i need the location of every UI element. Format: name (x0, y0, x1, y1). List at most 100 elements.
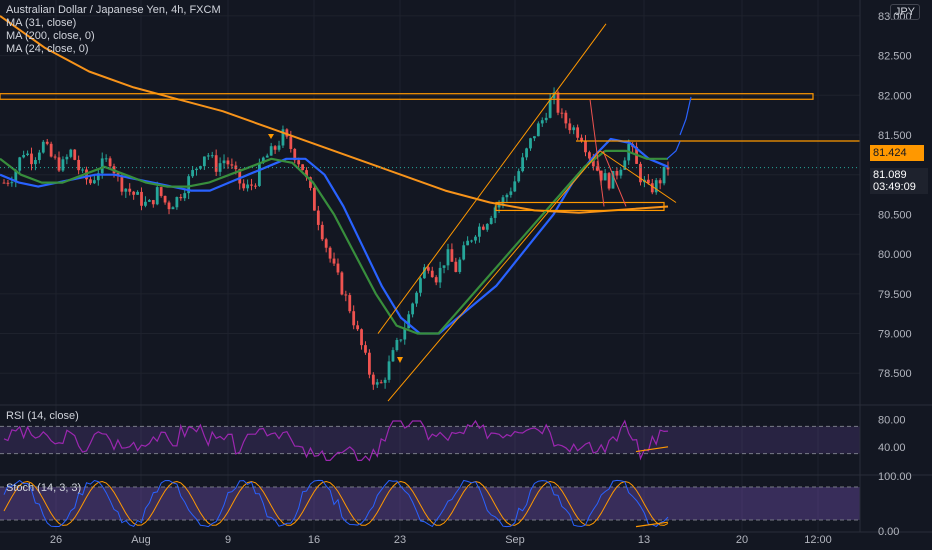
candle-body (564, 112, 568, 124)
candle-body (226, 160, 230, 165)
time-axis-label: 16 (308, 534, 320, 546)
candle-body (395, 340, 399, 351)
time-axis-label: Sep (505, 534, 525, 546)
time-axis-label: Aug (131, 534, 151, 546)
candle-body (37, 152, 41, 161)
candle-body (77, 159, 81, 171)
candle-body (144, 201, 147, 206)
candle-body (128, 188, 132, 192)
candle-body (195, 168, 198, 171)
stoch-title: Stoch (14, 3, 3) (6, 482, 82, 494)
candle-body (10, 182, 14, 184)
candle-body (340, 272, 344, 295)
rsi-legend: RSI (14, close) (6, 410, 79, 423)
candle-body (509, 191, 513, 195)
projection-arrow (679, 96, 692, 136)
candle-body (171, 207, 175, 210)
candle-body (309, 177, 312, 188)
candle-body (364, 345, 367, 353)
candle-body (30, 153, 33, 165)
pivot-marker (268, 134, 274, 139)
candle-body (250, 184, 253, 186)
candle-body (265, 155, 269, 158)
candle-body (69, 149, 73, 157)
time-axis-label: 12:00 (804, 534, 832, 546)
candle-body (214, 155, 218, 172)
candle-body (151, 200, 155, 205)
candle-body (611, 171, 615, 189)
candle-body (14, 170, 18, 183)
candle-body (407, 314, 411, 329)
candle-body (533, 136, 536, 139)
support-zone (495, 201, 665, 212)
candle-body (320, 224, 324, 240)
candle-body (324, 239, 328, 248)
candle-body (576, 127, 580, 138)
candle-body (26, 153, 29, 155)
candle-body (454, 261, 458, 272)
candle-body (399, 339, 403, 341)
rsi-pane[interactable] (0, 419, 860, 462)
candle-body (560, 112, 564, 114)
candle-body (305, 170, 308, 178)
level-price-tag: 81.424 (870, 145, 924, 161)
candle-body (159, 187, 163, 196)
candle-body (375, 382, 379, 385)
candle-body (179, 197, 183, 199)
price-axis-label: 81.500 (878, 130, 912, 142)
candle-body (100, 158, 104, 174)
candle-body (167, 202, 171, 210)
candle-body (646, 179, 650, 184)
stoch-band (0, 487, 860, 520)
main-price-pane[interactable] (0, 15, 860, 402)
candle-body (619, 169, 623, 176)
candle-body (540, 120, 544, 124)
candle-body (430, 270, 434, 278)
candle-body (442, 265, 446, 268)
candle-body (580, 137, 583, 142)
currency-badge[interactable]: JPY (889, 4, 920, 20)
candle-body (238, 169, 242, 184)
candle-body (505, 194, 509, 198)
candle-body (301, 164, 305, 171)
candle-body (356, 325, 360, 330)
legend-ma24: MA (24, close, 0) (6, 43, 89, 55)
candle-body (371, 374, 375, 385)
candle-body (22, 154, 26, 158)
candle-body (654, 180, 658, 193)
candle-body (489, 217, 493, 224)
candle-body (108, 158, 112, 167)
resistance-zone (0, 93, 814, 100)
candle-body (336, 263, 340, 273)
candle-body (147, 200, 151, 202)
symbol-title: Australian Dollar / Japanese Yen, 4h, FX… (6, 4, 221, 16)
time-axis-label: 23 (394, 534, 406, 546)
stoch-pane[interactable] (0, 479, 860, 528)
candle-body (446, 249, 450, 266)
rsi-axis-label: 80.00 (878, 415, 906, 427)
candle-body (438, 267, 442, 283)
candle-body (49, 143, 53, 157)
bar-countdown: 03:49:09 (873, 181, 916, 193)
candle-body (591, 158, 595, 167)
candle-body (61, 159, 65, 171)
candle-body (242, 183, 246, 189)
candle-body (92, 180, 96, 184)
candle-body (391, 350, 395, 362)
main-legend: Australian Dollar / Japanese Yen, 4h, FX… (6, 4, 221, 56)
candle-body (615, 171, 619, 176)
candle-body (140, 191, 143, 206)
ma200-line (0, 15, 669, 214)
candle-body (312, 187, 316, 211)
candle-body (450, 249, 454, 262)
candle-body (332, 258, 336, 264)
candle-body (556, 92, 560, 113)
stoch-legend: Stoch (14, 3, 3) (6, 482, 81, 495)
candle-body (352, 311, 356, 326)
candle-body (662, 166, 666, 184)
candle-body (521, 157, 525, 172)
candle-body (493, 207, 497, 218)
candle-body (403, 328, 407, 340)
